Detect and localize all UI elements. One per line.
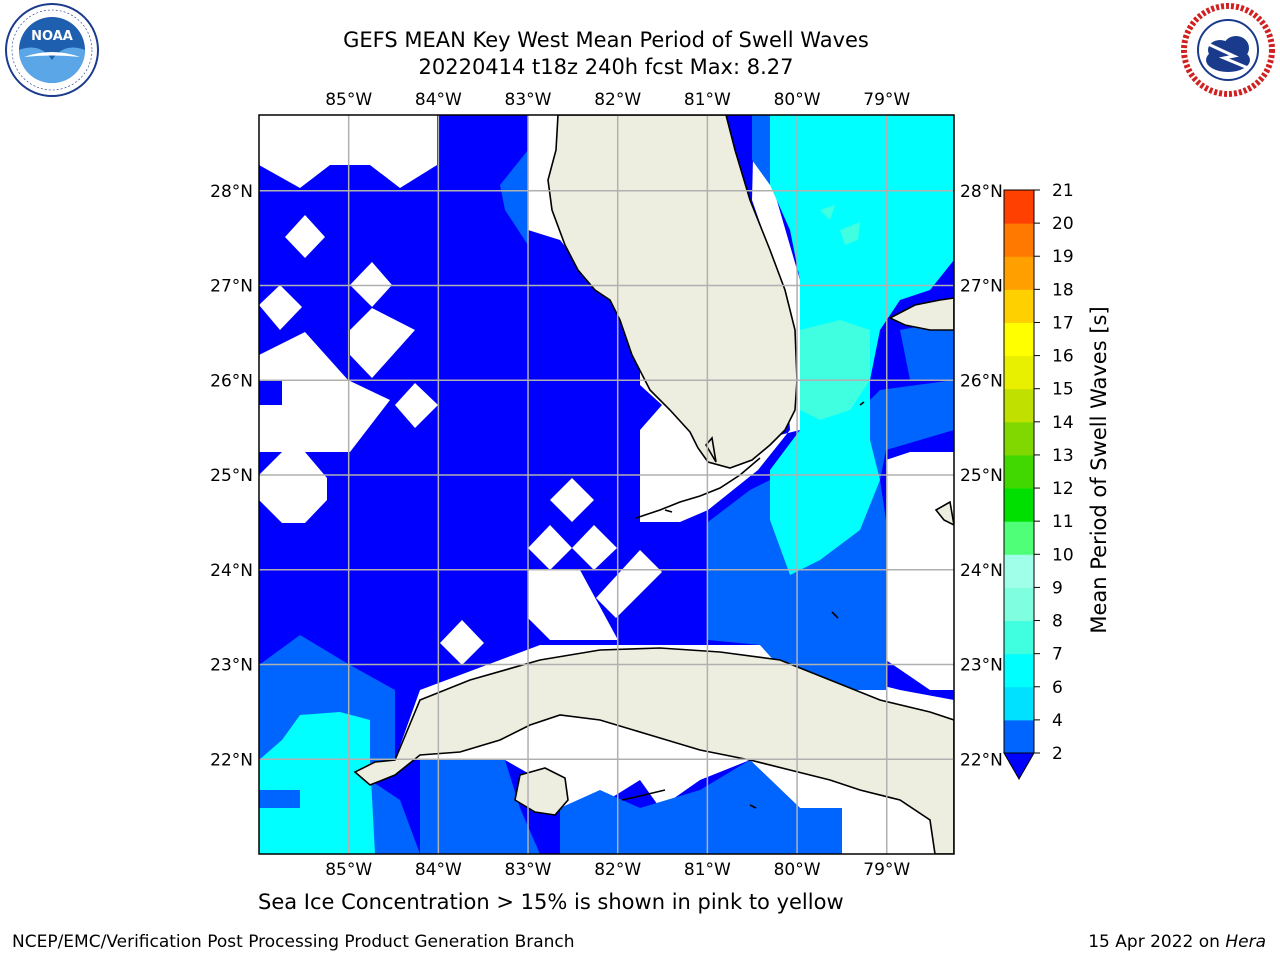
bahamas-island	[888, 297, 954, 331]
lat-label-left: 23°N	[210, 656, 253, 676]
colorbar-segment	[1004, 388, 1034, 423]
colorbar-tick-label: 4	[1052, 711, 1063, 731]
lat-label-left: 22°N	[210, 750, 253, 770]
lon-label-bottom: 80°W	[774, 860, 821, 880]
chart-subtitle: 20220414 t18z 240h fcst Max: 8.27	[418, 55, 794, 79]
lat-label-right: 26°N	[960, 371, 1003, 391]
lon-label-top: 84°W	[415, 90, 462, 110]
lon-label-bottom: 84°W	[415, 860, 462, 880]
ocean-longer-period	[800, 205, 870, 420]
noaa-logo: NOAA	[5, 3, 99, 97]
colorbar-tick-label: 6	[1052, 678, 1063, 698]
colorbar-segment	[1004, 355, 1034, 390]
lat-label-right: 25°N	[960, 466, 1003, 486]
lon-label-top: 85°W	[325, 90, 372, 110]
colorbar-tick-label: 12	[1052, 479, 1074, 499]
noaa-logo-text: NOAA	[31, 29, 73, 44]
colorbar-segment	[1004, 454, 1034, 489]
colorbar-segment	[1004, 653, 1034, 688]
lat-label-right: 28°N	[960, 182, 1003, 202]
colorbar-segment	[1004, 421, 1034, 456]
colorbar-tick-label: 11	[1052, 512, 1074, 532]
colorbar: 2 4 6 7 8 9 10 11 12 13 14 15 16 17 18 19 20 21	[1003, 181, 1074, 781]
lon-label-bottom: 83°W	[505, 860, 552, 880]
latitude-labels: 28°N 28°N 27°N 27°N 26°N 26°N 25°N 25°N 24°N 24°N…	[210, 182, 1003, 770]
colorbar-segment	[1004, 686, 1034, 721]
lon-label-top: 83°W	[505, 90, 552, 110]
nws-logo	[1181, 3, 1275, 97]
map-frame	[258, 114, 955, 855]
longitude-labels: 85°W 85°W 84°W 84°W 83°W 83°W 82°W 82°W 81°W 81°W…	[325, 90, 910, 880]
colorbar-segment	[1004, 620, 1034, 655]
graticule	[259, 115, 954, 854]
lon-label-bottom: 79°W	[863, 860, 910, 880]
colorbar-frame	[1003, 189, 1035, 754]
colorbar-tick-label: 17	[1052, 313, 1074, 333]
colorbar-segment	[1004, 488, 1034, 522]
footer-credit: NCEP/EMC/Verification Post Processing Pr…	[12, 932, 575, 952]
colorbar-segment	[1004, 719, 1034, 754]
lat-label-right: 24°N	[960, 561, 1003, 581]
chart-title: GEFS MEAN Key West Mean Period of Swell …	[343, 28, 869, 52]
colorbar-tick-label: 2	[1052, 744, 1063, 764]
colorbar-tick-label: 7	[1052, 645, 1063, 665]
lon-label-bottom: 85°W	[325, 860, 372, 880]
lon-label-top: 82°W	[594, 90, 641, 110]
colorbar-tick-label: 9	[1052, 578, 1063, 598]
colorbar-tick-label: 19	[1052, 247, 1074, 267]
colorbar-segment	[1004, 587, 1034, 622]
lat-label-left: 26°N	[210, 371, 253, 391]
colorbar-tick-label: 8	[1052, 612, 1063, 632]
colorbar-segment	[1004, 190, 1034, 224]
colorbar-tick-label: 21	[1052, 181, 1074, 201]
footer-date-text: 15 Apr 2022 on	[1088, 932, 1226, 952]
colorbar-tick-label: 20	[1052, 214, 1074, 234]
lat-label-left: 28°N	[210, 182, 253, 202]
colorbar-tick-label: 14	[1052, 413, 1074, 433]
lat-label-right: 23°N	[960, 656, 1003, 676]
colorbar-tick-label: 15	[1052, 380, 1074, 400]
map-area	[259, 115, 954, 854]
lon-label-bottom: 82°W	[594, 860, 641, 880]
lon-label-bottom: 81°W	[684, 860, 731, 880]
bahamas-islet	[934, 500, 954, 526]
colorbar-tick-label: 18	[1052, 280, 1074, 300]
lat-label-left: 25°N	[210, 466, 253, 486]
colorbar-segment	[1004, 289, 1034, 323]
colorbar-tick-label: 16	[1052, 347, 1074, 367]
colorbar-tick-label: 13	[1052, 446, 1074, 466]
colorbar-tick-label: 10	[1052, 545, 1074, 565]
lat-label-left: 27°N	[210, 277, 253, 297]
footer-host: Hera	[1225, 932, 1266, 952]
colorbar-segment	[1004, 256, 1034, 290]
lat-label-left: 24°N	[210, 561, 253, 581]
colorbar-segment	[1004, 322, 1034, 357]
sea-ice-note: Sea Ice Concentration > 15% is shown in …	[258, 890, 844, 914]
lat-label-right: 22°N	[960, 750, 1003, 770]
colorbar-under-arrow	[1003, 752, 1035, 781]
colorbar-segment	[1004, 554, 1034, 588]
cuba	[353, 647, 954, 854]
colorbar-segment	[1004, 223, 1034, 257]
lon-label-top: 79°W	[863, 90, 910, 110]
lon-label-top: 81°W	[684, 90, 731, 110]
colorbar-label: Mean Period of Swell Waves [s]	[1087, 306, 1111, 633]
colorbar-segment	[1004, 521, 1034, 555]
lat-label-right: 27°N	[960, 277, 1003, 297]
footer-date: 15 Apr 2022 on Hera	[1088, 932, 1266, 952]
lon-label-top: 80°W	[774, 90, 821, 110]
